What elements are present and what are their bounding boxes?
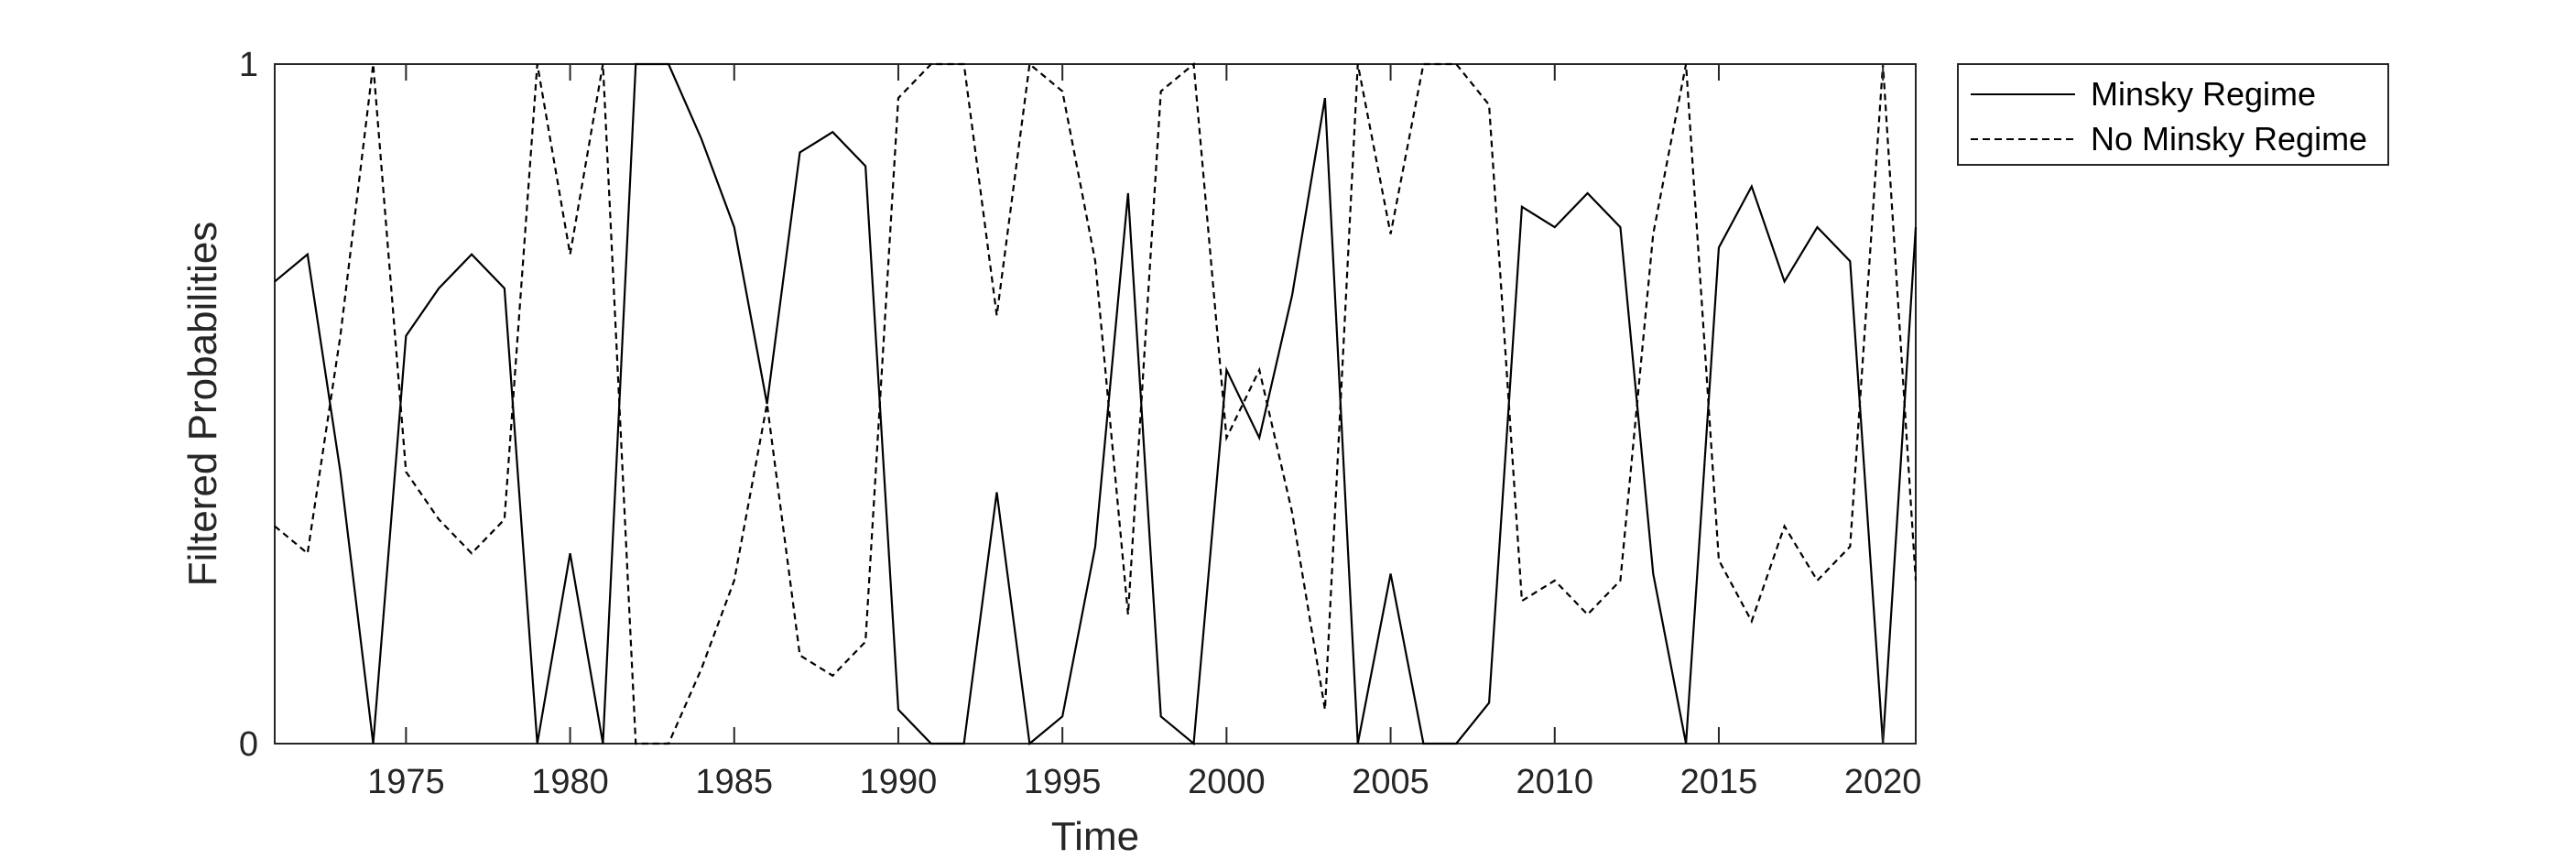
x-tick-label: 2005 (1352, 763, 1429, 801)
y-tick-label: 1 (239, 46, 258, 84)
series-layer (274, 61, 1918, 746)
legend-box (1957, 63, 2389, 166)
series-line-minsky-regime (274, 62, 1918, 746)
x-tick-label: 1975 (367, 763, 445, 801)
x-axis-title: Time (1051, 814, 1139, 859)
ticks-layer: 1975 1980 1985 1990 1995 2000 2005 2010 2015 2020… (239, 46, 1922, 801)
series-line-no-minsky-regime (274, 61, 1918, 745)
legend: Minsky Regime No Minsky Regime (1957, 63, 2389, 166)
plot-frame (274, 63, 1917, 745)
x-tick-label: 1980 (531, 763, 609, 801)
x-tick-label: 2010 (1516, 763, 1593, 801)
legend-label-no-minsky-regime: No Minsky Regime (2091, 120, 2367, 158)
x-tick-label: 1995 (1024, 763, 1102, 801)
x-tick-label: 2000 (1188, 763, 1266, 801)
plot-area: 1975 1980 1985 1990 1995 2000 2005 2010 2015 2020… (239, 46, 1922, 801)
x-tick-label: 1990 (860, 763, 938, 801)
y-axis-title: Filtered Probabilities (180, 222, 225, 587)
x-tick-label: 2015 (1680, 763, 1758, 801)
legend-label-minsky-regime: Minsky Regime (2091, 75, 2316, 113)
x-tick-label: 2020 (1844, 763, 1922, 801)
x-tick-label: 1985 (695, 763, 773, 801)
y-tick-label: 0 (239, 725, 258, 764)
